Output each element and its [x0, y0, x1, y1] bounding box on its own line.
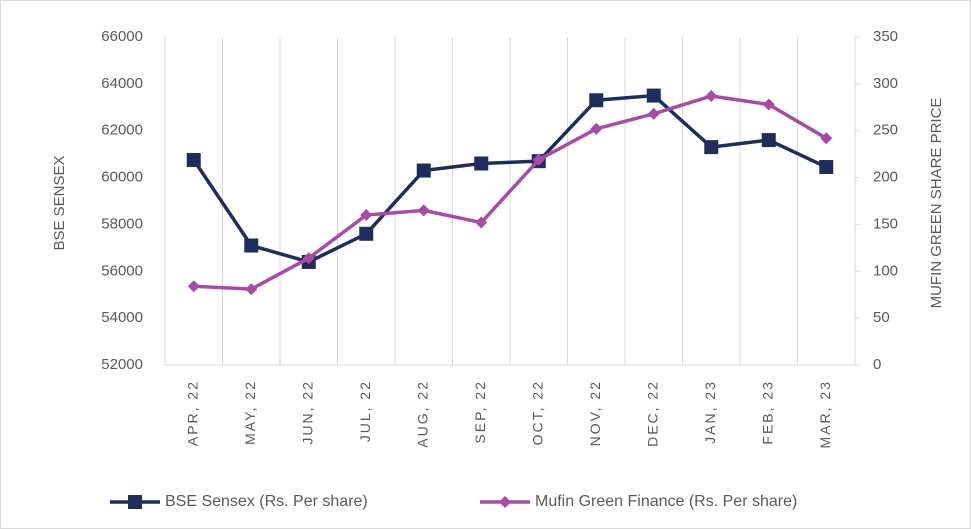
x-tick-label: MAY, 22: [242, 380, 258, 445]
y-axis-label: BSE SENSEX: [51, 155, 68, 250]
y2-tick-label: 50: [873, 309, 890, 326]
legend-label: Mufin Green Finance (Rs. Per share): [535, 493, 797, 510]
y-tick-label: 52000: [101, 356, 143, 373]
point-marker: [820, 132, 833, 145]
x-tick-label: SEP, 22: [472, 380, 488, 444]
y-tick-label: 66000: [101, 28, 143, 45]
point-marker: [647, 107, 660, 120]
y2-tick-label: 200: [873, 169, 898, 186]
x-tick-label: NOV, 22: [587, 380, 603, 446]
point-marker: [359, 226, 374, 241]
x-tick-label: AUG, 22: [414, 380, 430, 448]
point-marker: [417, 204, 430, 217]
point-marker: [646, 88, 661, 103]
point-marker: [187, 280, 200, 293]
x-tick-label: FEB, 23: [759, 380, 775, 445]
point-marker: [532, 153, 545, 166]
x-tick-label: JUL, 22: [357, 380, 373, 442]
series-line: [192, 93, 827, 264]
legend-label: BSE Sensex (Rs. Per share): [165, 493, 368, 510]
point-marker: [762, 98, 775, 111]
y2-tick-label: 100: [873, 262, 898, 279]
point-marker: [704, 140, 719, 155]
point-marker: [474, 156, 489, 171]
y2-tick-label: 350: [873, 28, 898, 45]
point-marker: [186, 153, 201, 167]
x-tick-label: OCT, 22: [529, 380, 545, 445]
y-tick-label: 64000: [101, 75, 143, 92]
x-tick-label: APR, 22: [184, 380, 200, 446]
y-tick-label: 60000: [101, 169, 143, 186]
point-marker: [416, 163, 431, 178]
legend-marker: [128, 495, 142, 509]
y2-tick-label: 0: [873, 356, 881, 373]
y2-tick-label: 300: [873, 75, 898, 92]
point-marker: [302, 252, 315, 265]
point-marker: [589, 93, 604, 108]
x-tick-label: JUN, 22: [299, 380, 315, 445]
legend-marker: [499, 496, 511, 508]
y2-tick-label: 150: [873, 215, 898, 232]
point-marker: [245, 283, 258, 296]
point-marker: [705, 90, 718, 103]
x-tick-label: MAR, 23: [817, 380, 833, 448]
y-tick-label: 58000: [101, 215, 143, 232]
point-marker: [590, 122, 603, 135]
point-marker: [761, 133, 776, 148]
x-tick-label: JAN, 23: [702, 380, 718, 444]
y-tick-label: 54000: [101, 309, 143, 326]
point-marker: [819, 160, 834, 175]
y-tick-label: 56000: [101, 262, 143, 279]
series-line: [193, 94, 828, 291]
y2-axis-label: MUFIN GREEN SHARE PRICE: [928, 98, 945, 309]
point-marker: [360, 209, 373, 222]
x-tick-label: DEC, 22: [644, 380, 660, 447]
y-tick-label: 62000: [101, 122, 143, 139]
y2-tick-label: 250: [873, 122, 898, 139]
point-marker: [475, 216, 488, 229]
point-marker: [244, 238, 259, 253]
